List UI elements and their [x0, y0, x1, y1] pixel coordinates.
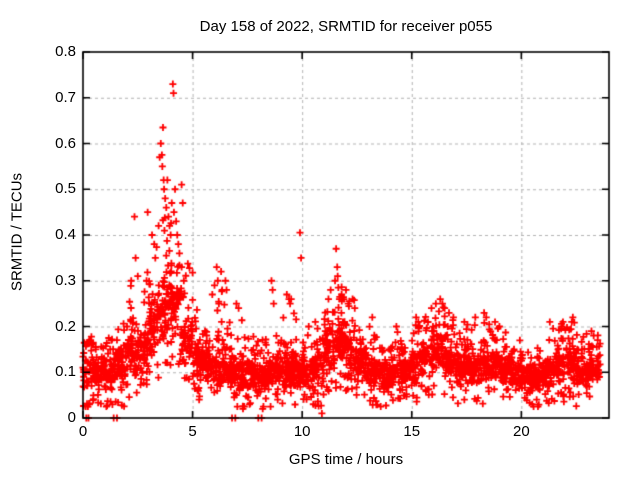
- y-tick-label: 0.7: [55, 88, 76, 106]
- y-tick-label: 0.5: [55, 180, 76, 198]
- x-axis-label: GPS time / hours: [288, 451, 404, 468]
- chart-title: Day 158 of 2022, SRMTID for receiver p05…: [199, 18, 493, 35]
- y-tick-label: 0.2: [55, 317, 76, 335]
- y-tick-label: 0.3: [55, 271, 76, 289]
- y-tick-label: 0.6: [55, 134, 76, 152]
- x-tick-label: 20: [512, 423, 530, 440]
- y-tick-label: 0: [67, 409, 76, 426]
- y-tick-label: 0.8: [55, 43, 76, 60]
- y-tick-label: 0.1: [55, 363, 76, 381]
- x-tick-label: 10: [293, 423, 311, 440]
- x-tick-label: 15: [403, 423, 421, 440]
- y-tick-label: 0.4: [55, 226, 76, 243]
- x-tick-label: 5: [188, 423, 197, 440]
- x-tick-label: 0: [78, 423, 88, 440]
